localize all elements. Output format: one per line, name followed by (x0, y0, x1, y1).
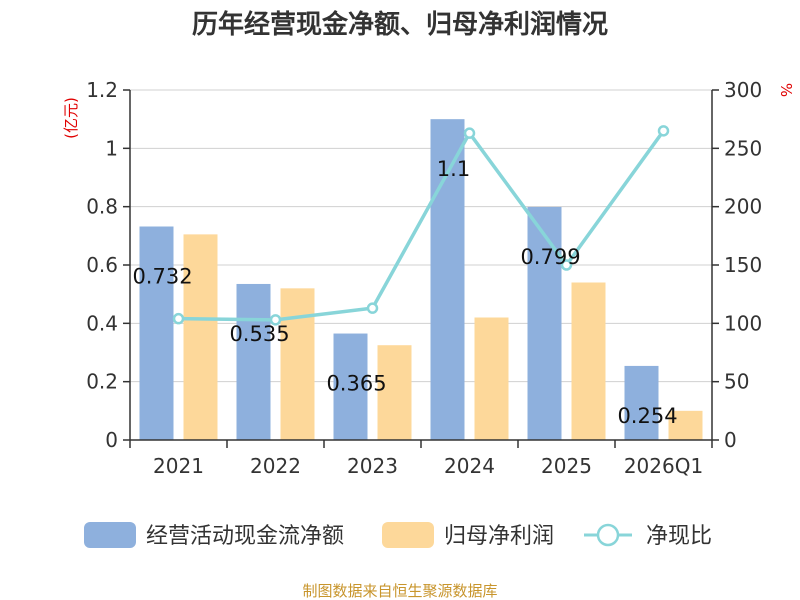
left-tick-label: 0 (105, 428, 118, 452)
line-point (269, 314, 282, 326)
bars (139, 119, 703, 441)
x-tick-label: 2024 (444, 454, 495, 478)
legend-label: 净现比 (646, 524, 712, 549)
left-tick-label: 1 (105, 136, 118, 160)
right-tick-label: 200 (724, 195, 762, 219)
line-point (366, 302, 379, 314)
left-tick-label: 0.2 (86, 370, 118, 394)
axes: 0 0.2 0.4 0.6 0.8 1 1.2 0 50 100 150 200 250 300 2021 2… (86, 78, 762, 478)
bar-net-profit (183, 234, 218, 440)
right-tick-label: 150 (724, 253, 762, 277)
right-tick-label: 50 (724, 370, 749, 394)
left-tick-label: 0.6 (86, 253, 118, 277)
line-point (172, 312, 185, 325)
left-tick-label: 0.8 (86, 195, 118, 219)
legend-swatch (84, 522, 136, 548)
bar-net-profit (377, 345, 412, 440)
left-tick-label: 0.4 (86, 311, 118, 335)
legend-swatch-marker (596, 523, 620, 547)
data-label: 0.535 (229, 322, 289, 346)
data-label: 0.799 (520, 245, 580, 269)
data-label: 0.732 (132, 265, 192, 289)
bar-cashflow (139, 226, 174, 440)
bar-cashflow (333, 333, 368, 440)
bar-cashflow (624, 365, 659, 440)
right-tick-label: 0 (724, 428, 737, 452)
x-tick-label: 2021 (153, 454, 204, 478)
line-point (657, 125, 670, 137)
bar-cashflow (527, 206, 562, 440)
right-tick-label: 300 (724, 78, 762, 102)
data-label: 1.1 (437, 157, 470, 181)
data-label: 0.365 (326, 372, 386, 396)
line-path (178, 129, 665, 322)
right-tick-label: 100 (724, 311, 762, 335)
right-axis-unit: % (777, 83, 795, 97)
bar-net-profit (280, 288, 315, 440)
x-tick-label: 2026Q1 (624, 454, 703, 478)
left-tick-label: 1.2 (86, 78, 118, 102)
bar-cashflow (236, 283, 271, 440)
bar-net-profit (474, 317, 509, 440)
source-note: 制图数据来自恒生聚源数据库 (302, 582, 497, 600)
line-point (463, 127, 476, 139)
legend-label: 归母净利润 (444, 524, 554, 549)
data-labels: 0.732 0.535 0.365 1.1 0.799 0.254 (132, 157, 677, 428)
line-point (560, 259, 573, 271)
legend: 经营活动现金流净额 归母净利润 净现比 (84, 522, 712, 549)
line-series (172, 125, 670, 326)
x-tick-label: 2022 (250, 454, 301, 478)
legend-swatch (382, 522, 434, 548)
bar-net-profit (668, 410, 703, 440)
right-tick-label: 250 (724, 136, 762, 160)
bar-net-profit (571, 282, 606, 440)
left-axis-unit: (亿元) (62, 97, 80, 139)
x-tick-label: 2023 (347, 454, 398, 478)
legend-label: 经营活动现金流净额 (146, 524, 344, 549)
chart-title: 历年经营现金净额、归母净利润情况 (192, 9, 608, 40)
grid (130, 89, 712, 383)
data-label: 0.254 (617, 404, 677, 428)
x-tick-label: 2025 (541, 454, 592, 478)
